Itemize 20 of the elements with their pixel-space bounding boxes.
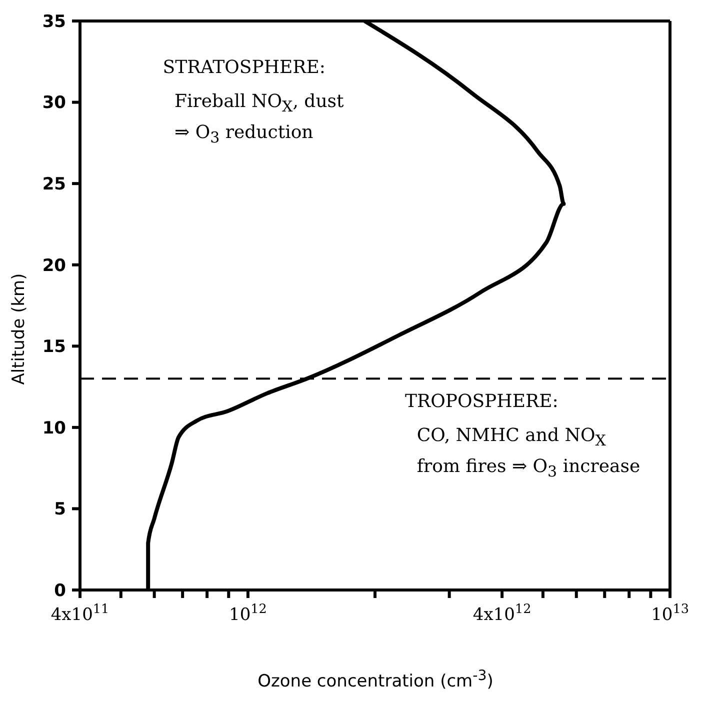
x-tick-label: 10$^{12}$ <box>229 602 267 625</box>
x-tick-label: 4x10$^{11}$ <box>50 602 110 625</box>
y-tick-label: 0 <box>54 580 66 601</box>
y-tick-label: 15 <box>42 337 66 358</box>
y-tick-label: 20 <box>42 256 66 276</box>
annotation: from fires ⇒ O$_{3}$ increase <box>416 456 642 480</box>
annotation: STRATOSPHERE: <box>162 57 326 78</box>
y-tick-label: 35 <box>42 12 66 32</box>
y-tick-label: 30 <box>42 93 66 114</box>
annotation: Fireball NO$_{X}$, dust <box>174 91 345 116</box>
annotation: CO, NMHC and NO$_{X}$ <box>416 424 607 450</box>
annotation: TROPOSPHERE: <box>405 390 560 412</box>
y-axis-title: Altitude (km) <box>9 273 30 385</box>
y-tick-label: 10 <box>42 418 66 438</box>
x-axis-title: Ozone concentration (cm$^{-3}$) <box>256 668 494 692</box>
y-tick-label: 5 <box>54 500 66 520</box>
x-tick-label: 10$^{13}$ <box>651 602 689 625</box>
annotation: ⇒ O$_{3}$ reduction <box>174 122 314 147</box>
x-tick-label: 4x10$^{12}$ <box>472 602 532 625</box>
y-tick-label: 25 <box>42 174 66 195</box>
